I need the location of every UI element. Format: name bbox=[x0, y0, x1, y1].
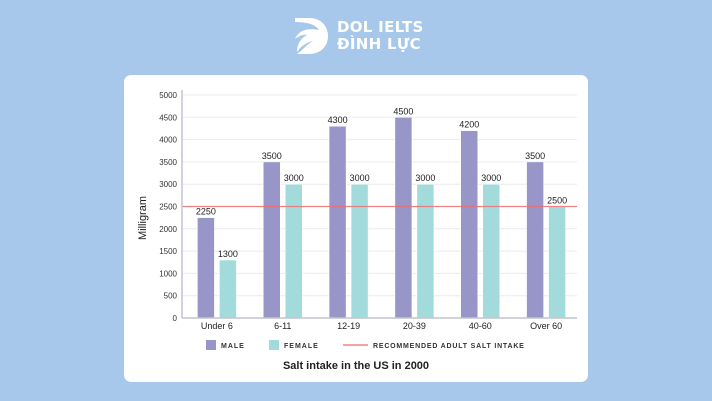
x-tick-label: 6-11 bbox=[274, 321, 291, 331]
bar-female bbox=[350, 183, 369, 319]
y-tick-label: 1000 bbox=[159, 269, 177, 278]
brand-line1: DOL IELTS bbox=[337, 18, 424, 36]
legend-swatch-female bbox=[269, 340, 279, 350]
bar-male bbox=[328, 125, 347, 319]
y-tick-label: 3000 bbox=[159, 180, 177, 189]
data-label: 3000 bbox=[350, 173, 370, 183]
bar-male bbox=[460, 130, 478, 319]
y-tick-label: 2000 bbox=[159, 225, 177, 234]
bar-female bbox=[416, 183, 435, 319]
bar-female bbox=[285, 183, 303, 319]
x-tick-label: Over 60 bbox=[530, 321, 562, 331]
data-label: 3500 bbox=[525, 151, 545, 161]
y-tick-label: 1500 bbox=[159, 247, 177, 256]
legend-label-reference: RECOMMENDED ADULT SALT INTAKE bbox=[373, 343, 525, 350]
data-label: 1300 bbox=[218, 249, 238, 259]
legend-label-male: MALE bbox=[221, 343, 245, 350]
bar-male bbox=[526, 161, 544, 319]
x-tick-label: 40-60 bbox=[469, 321, 492, 331]
data-label: 4300 bbox=[328, 115, 348, 125]
brand-logo: DOL IELTS ĐÌNH LỰC bbox=[293, 16, 424, 56]
y-tick-label: 4000 bbox=[159, 136, 177, 145]
data-label: 4500 bbox=[393, 106, 413, 116]
y-tick-label: 2500 bbox=[159, 203, 177, 212]
y-tick-label: 5000 bbox=[159, 91, 177, 100]
bar-female bbox=[219, 259, 237, 319]
data-label: 2250 bbox=[196, 207, 216, 217]
bar-male bbox=[394, 117, 413, 319]
dol-logo-icon bbox=[295, 18, 328, 54]
brand-line2: ĐÌNH LỰC bbox=[337, 35, 421, 53]
bar-female bbox=[548, 206, 566, 319]
data-label: 4200 bbox=[459, 120, 479, 130]
y-axis-label: Milligram bbox=[137, 196, 149, 240]
x-tick-label: 12-19 bbox=[337, 321, 360, 331]
data-label: 3500 bbox=[262, 151, 282, 161]
y-tick-label: 0 bbox=[173, 314, 178, 323]
bar-male bbox=[263, 161, 281, 319]
y-tick-label: 3500 bbox=[159, 158, 177, 167]
data-label: 3000 bbox=[284, 173, 304, 183]
y-tick-label: 500 bbox=[164, 292, 178, 301]
legend-swatch-male bbox=[206, 340, 216, 350]
chart-title: Salt intake in the US in 2000 bbox=[283, 360, 429, 372]
y-tick-label: 4500 bbox=[159, 113, 177, 122]
data-label: 2500 bbox=[547, 196, 567, 206]
x-tick-label: 20-39 bbox=[403, 321, 426, 331]
bar-female bbox=[482, 183, 500, 319]
x-tick-label: Under 6 bbox=[201, 321, 233, 331]
data-label: 3000 bbox=[415, 173, 435, 183]
data-label: 3000 bbox=[481, 173, 501, 183]
bar-male bbox=[197, 217, 215, 319]
legend-label-female: FEMALE bbox=[284, 343, 319, 350]
